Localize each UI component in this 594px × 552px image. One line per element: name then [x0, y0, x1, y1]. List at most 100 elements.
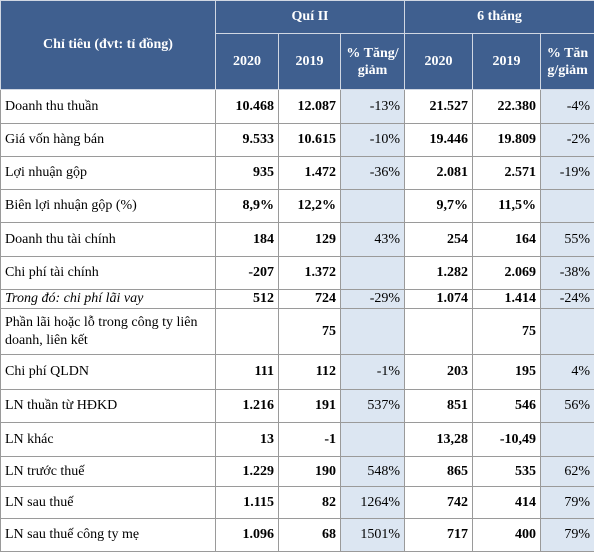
cell: -10,49 — [473, 423, 541, 457]
cell: 21.527 — [405, 90, 473, 124]
cell: -2% — [541, 124, 594, 157]
cell: 1.096 — [216, 519, 279, 552]
cell: 717 — [405, 519, 473, 552]
cell: 2.571 — [473, 157, 541, 190]
cell: 2.069 — [473, 257, 541, 290]
cell: 400 — [473, 519, 541, 552]
cell: -207 — [216, 257, 279, 290]
cell: 535 — [473, 457, 541, 487]
cell: 79% — [541, 487, 594, 519]
cell: 2.081 — [405, 157, 473, 190]
cell: 8,9% — [216, 190, 279, 223]
cell: -38% — [541, 257, 594, 290]
cell: 742 — [405, 487, 473, 519]
cell: 1501% — [341, 519, 405, 552]
cell: 851 — [405, 390, 473, 423]
cell — [405, 309, 473, 355]
column-header: 2019 — [279, 34, 341, 90]
cell: 19.446 — [405, 124, 473, 157]
cell: 548% — [341, 457, 405, 487]
cell: 1.216 — [216, 390, 279, 423]
row-label: Chi phí tài chính — [1, 257, 216, 290]
cell: -10% — [341, 124, 405, 157]
cell: 79% — [541, 519, 594, 552]
column-header: 2020 — [216, 34, 279, 90]
row-label: Phần lãi hoặc lỗ trong công ty liên doan… — [1, 309, 216, 355]
cell: 1.282 — [405, 257, 473, 290]
cell: 512 — [216, 290, 279, 309]
row-label: Giá vốn hàng bán — [1, 124, 216, 157]
cell: 13,28 — [405, 423, 473, 457]
row-label: Biên lợi nhuận gộp (%) — [1, 190, 216, 223]
cell: 1.372 — [279, 257, 341, 290]
cell — [541, 190, 594, 223]
cell — [341, 423, 405, 457]
cell: 68 — [279, 519, 341, 552]
group-header: Quí II — [216, 1, 405, 34]
row-label: LN khác — [1, 423, 216, 457]
cell: 190 — [279, 457, 341, 487]
cell: 414 — [473, 487, 541, 519]
cell: 184 — [216, 223, 279, 257]
cell: -24% — [541, 290, 594, 309]
cell — [541, 309, 594, 355]
cell: 112 — [279, 355, 341, 390]
cell: -1% — [341, 355, 405, 390]
cell: 203 — [405, 355, 473, 390]
cell — [541, 423, 594, 457]
cell — [341, 190, 405, 223]
cell: 724 — [279, 290, 341, 309]
row-label: Chi phí QLDN — [1, 355, 216, 390]
cell: 4% — [541, 355, 594, 390]
cell — [341, 309, 405, 355]
cell: 111 — [216, 355, 279, 390]
cell — [216, 309, 279, 355]
cell: 9.533 — [216, 124, 279, 157]
cell: 82 — [279, 487, 341, 519]
row-label: Lợi nhuận gộp — [1, 157, 216, 190]
cell: 537% — [341, 390, 405, 423]
cell: -29% — [341, 290, 405, 309]
row-label: Doanh thu thuần — [1, 90, 216, 124]
cell: 129 — [279, 223, 341, 257]
cell: 9,7% — [405, 190, 473, 223]
column-header: % Tăng/giảm — [541, 34, 594, 90]
row-label: LN trước thuế — [1, 457, 216, 487]
cell: 195 — [473, 355, 541, 390]
cell: 1.229 — [216, 457, 279, 487]
cell: 1.074 — [405, 290, 473, 309]
cell: 19.809 — [473, 124, 541, 157]
row-label: Doanh thu tài chính — [1, 223, 216, 257]
cell: 43% — [341, 223, 405, 257]
cell: 22.380 — [473, 90, 541, 124]
column-header: 2020 — [405, 34, 473, 90]
cell: 1.414 — [473, 290, 541, 309]
row-label: LN thuần từ HĐKD — [1, 390, 216, 423]
cell: 56% — [541, 390, 594, 423]
cell: -4% — [541, 90, 594, 124]
cell: 1264% — [341, 487, 405, 519]
cell: 12.087 — [279, 90, 341, 124]
row-label: LN sau thuế — [1, 487, 216, 519]
cell: 191 — [279, 390, 341, 423]
cell — [341, 257, 405, 290]
cell: 10.468 — [216, 90, 279, 124]
cell: 254 — [405, 223, 473, 257]
cell: 62% — [541, 457, 594, 487]
cell: 13 — [216, 423, 279, 457]
cell: 1.115 — [216, 487, 279, 519]
column-header: % Tăng/giảm — [341, 34, 405, 90]
header-label: Chỉ tiêu (đvt: tỉ đồng) — [1, 1, 216, 90]
